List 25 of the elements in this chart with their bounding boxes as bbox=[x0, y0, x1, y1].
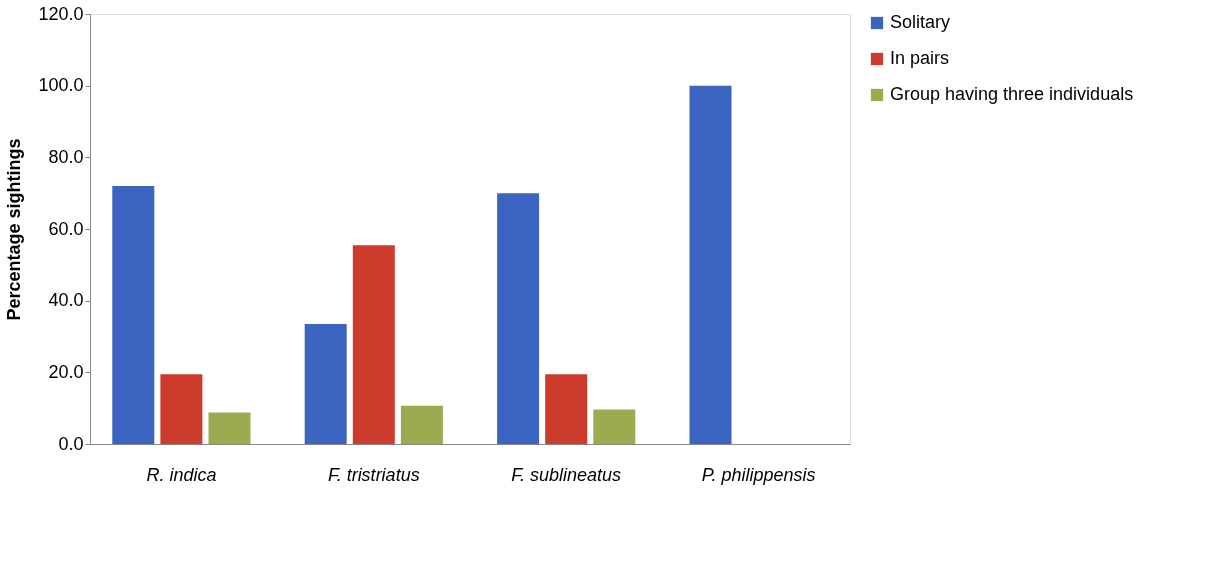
y-tick-label: 0.0 bbox=[58, 433, 84, 454]
x-tick-label: R. indica bbox=[146, 464, 217, 485]
bar bbox=[689, 85, 732, 444]
bar bbox=[304, 323, 347, 444]
y-tick-label: 100.0 bbox=[38, 75, 84, 96]
y-tick-label: 60.0 bbox=[48, 218, 84, 239]
x-tick-label: F. tristriatus bbox=[327, 464, 420, 485]
y-axis-title: Percentage sightings bbox=[4, 138, 25, 321]
bar bbox=[545, 374, 588, 444]
bar bbox=[112, 186, 155, 444]
bar bbox=[593, 409, 636, 444]
y-tick-label: 40.0 bbox=[48, 290, 84, 311]
y-tick-label: 80.0 bbox=[48, 146, 84, 167]
legend-label: Solitary bbox=[890, 12, 951, 32]
bar bbox=[400, 405, 443, 444]
y-tick-label: 120.0 bbox=[38, 3, 84, 24]
bar bbox=[208, 412, 251, 444]
bar bbox=[352, 245, 395, 444]
x-tick-label: P. philippensis bbox=[701, 464, 816, 485]
bar bbox=[160, 374, 203, 444]
legend-label: In pairs bbox=[890, 48, 950, 68]
x-tick-label: F. sublineatus bbox=[511, 464, 622, 485]
legend-label: Group having three individuals bbox=[890, 84, 1134, 104]
y-tick-label: 20.0 bbox=[48, 361, 84, 382]
bar bbox=[497, 193, 540, 444]
